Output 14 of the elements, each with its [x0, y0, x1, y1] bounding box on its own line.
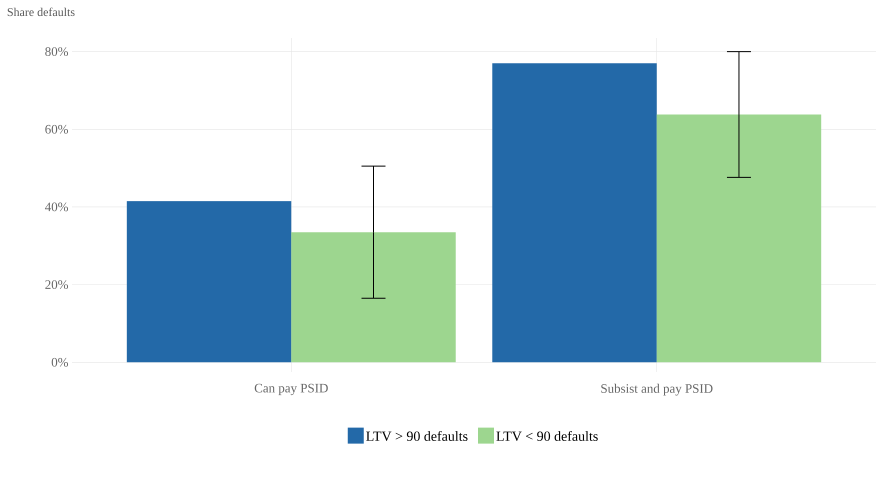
x-tick-label: Subsist and pay PSID — [601, 384, 713, 396]
y-tick-label: 20% — [45, 280, 68, 290]
x-tick-label: Can pay PSID — [254, 384, 328, 396]
y-tick-label: 40% — [44, 202, 68, 212]
y-tick-label: 80% — [45, 47, 68, 56]
legend-label: LTV > 90 defaults — [366, 430, 468, 442]
y-axis-title: Share defaults — [8, 8, 75, 16]
bar — [656, 114, 822, 362]
bar — [492, 63, 657, 362]
legend-label: LTV < 90 defaults — [496, 430, 598, 442]
y-tick-label: 60% — [45, 124, 68, 134]
bar — [291, 232, 456, 362]
y-tick-label: 0% — [52, 358, 68, 367]
bar — [126, 201, 292, 362]
